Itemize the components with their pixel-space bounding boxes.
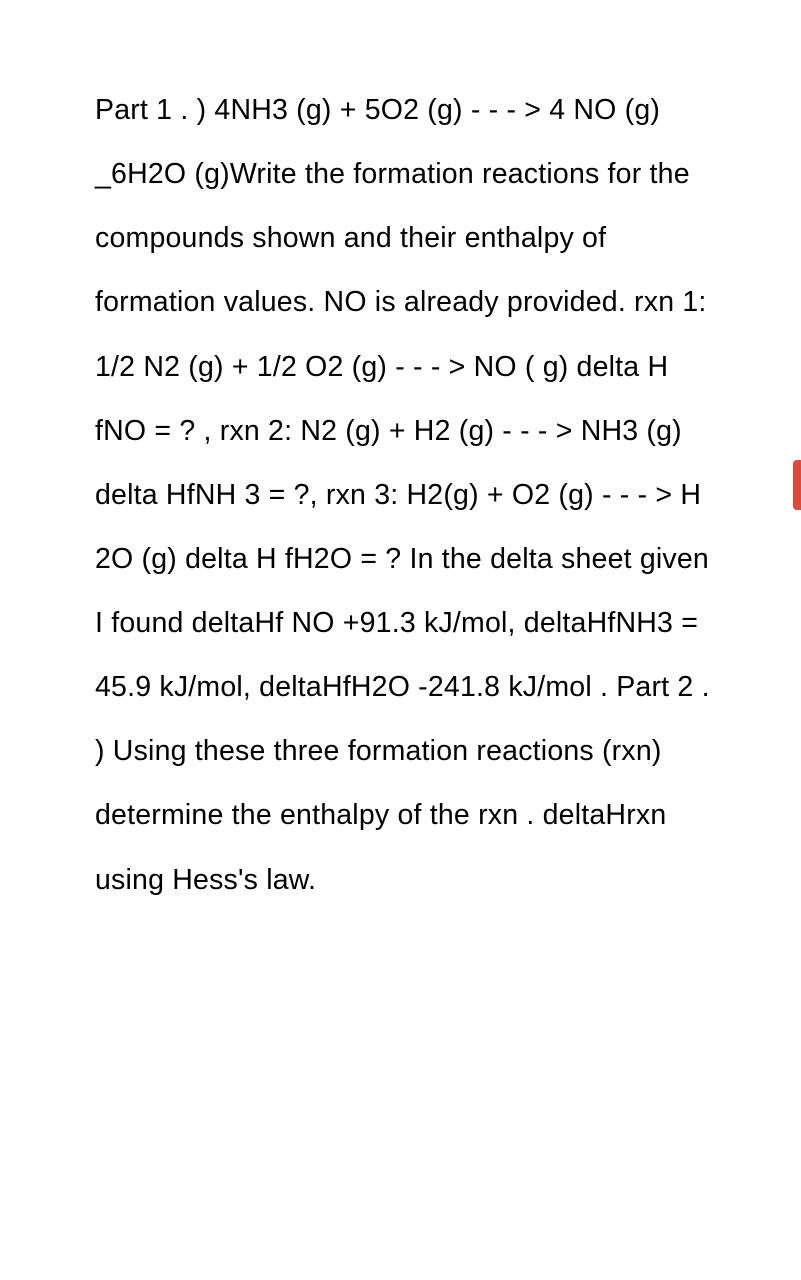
scroll-indicator	[793, 460, 801, 510]
problem-text: Part 1 . ) 4NH3 (g) + 5O2 (g) - - - > 4 …	[95, 78, 715, 912]
